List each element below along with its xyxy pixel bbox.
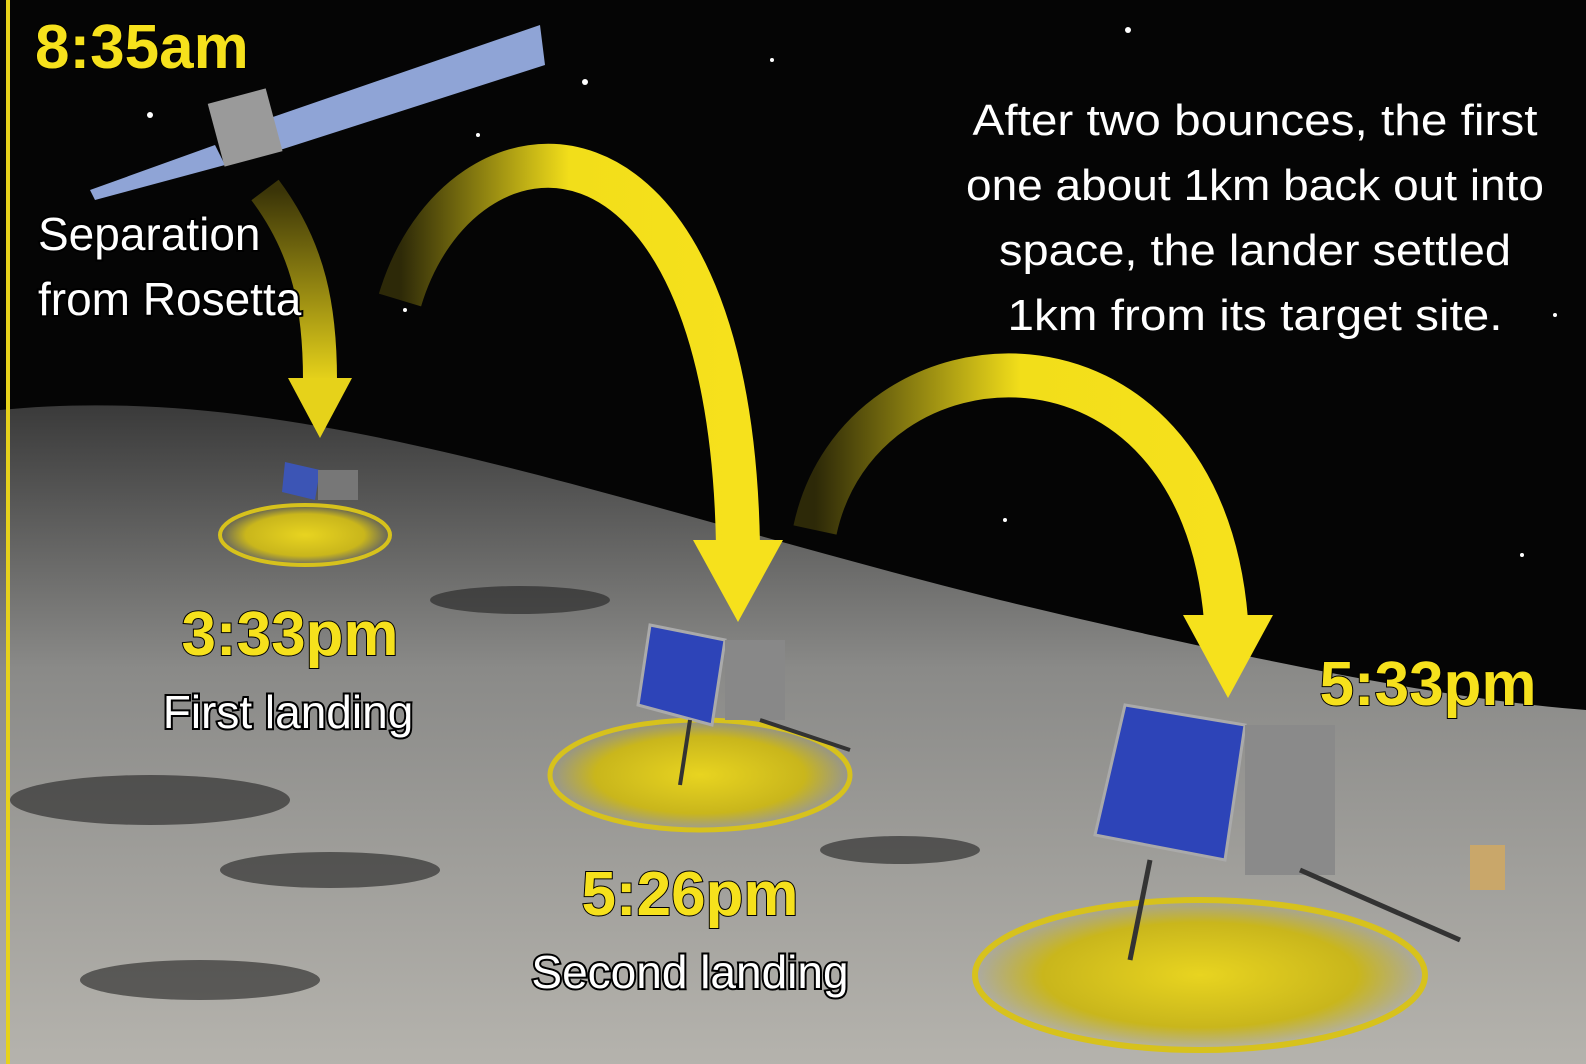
note-line: 1km from its target site. — [1008, 291, 1503, 340]
event-label: Second landing — [531, 946, 848, 998]
event-label: from Rosetta — [38, 273, 302, 325]
event-label: Separation — [38, 208, 261, 260]
note-line: space, the lander settled — [999, 226, 1511, 275]
note-line: After two bounces, the first — [973, 96, 1538, 145]
time-label: 3:33pm — [181, 600, 398, 669]
time-label: 5:33pm — [1319, 650, 1536, 719]
note-line: one about 1km back out into — [966, 161, 1544, 210]
time-label: 5:26pm — [581, 860, 798, 929]
infographic: 8:35am Separation from Rosetta 3:33pm Fi… — [0, 0, 1586, 1064]
event-label: First landing — [163, 686, 414, 738]
left-border — [6, 0, 10, 1064]
time-label: 8:35am — [35, 13, 249, 82]
